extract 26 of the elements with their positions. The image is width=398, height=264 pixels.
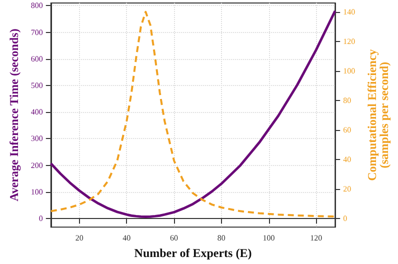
y2-tick-label: 40: [343, 154, 352, 164]
x-axis-title: Number of Experts (E): [134, 246, 252, 260]
y-tick-label: 600: [30, 54, 43, 64]
y-tick-label: 200: [30, 160, 43, 170]
y2-tick-label: 120: [343, 36, 356, 46]
y2-tick-label: 60: [343, 125, 352, 134]
x-tick-label: 60: [170, 234, 178, 243]
y2-tick-label: 140: [343, 7, 356, 16]
x-tick-label: 20: [75, 234, 84, 243]
x-tick-label: 120: [310, 234, 322, 243]
y-tick-label: 100: [30, 187, 43, 196]
y-tick-label: 0: [38, 214, 43, 224]
y2-tick-label: 20: [343, 184, 352, 194]
y-tick-label: 700: [30, 28, 43, 37]
x-tick-label: 80: [217, 234, 226, 243]
y-axis-title: Average Inference Time (seconds): [7, 28, 21, 202]
y-tick-label: 500: [30, 81, 43, 90]
x-tick-label: 40: [122, 234, 131, 243]
y2-tick-label: 100: [343, 66, 356, 76]
y-tick-label: 300: [30, 134, 43, 144]
x-tick-label: 100: [262, 234, 275, 243]
y2-tick-label: 80: [343, 96, 352, 105]
y-tick-label: 800: [30, 1, 43, 10]
y2-axis-title: Computational Efficiency (samples per second): [365, 49, 391, 181]
y2-tick-label: 0: [343, 214, 348, 223]
y-tick-label: 400: [30, 108, 43, 117]
